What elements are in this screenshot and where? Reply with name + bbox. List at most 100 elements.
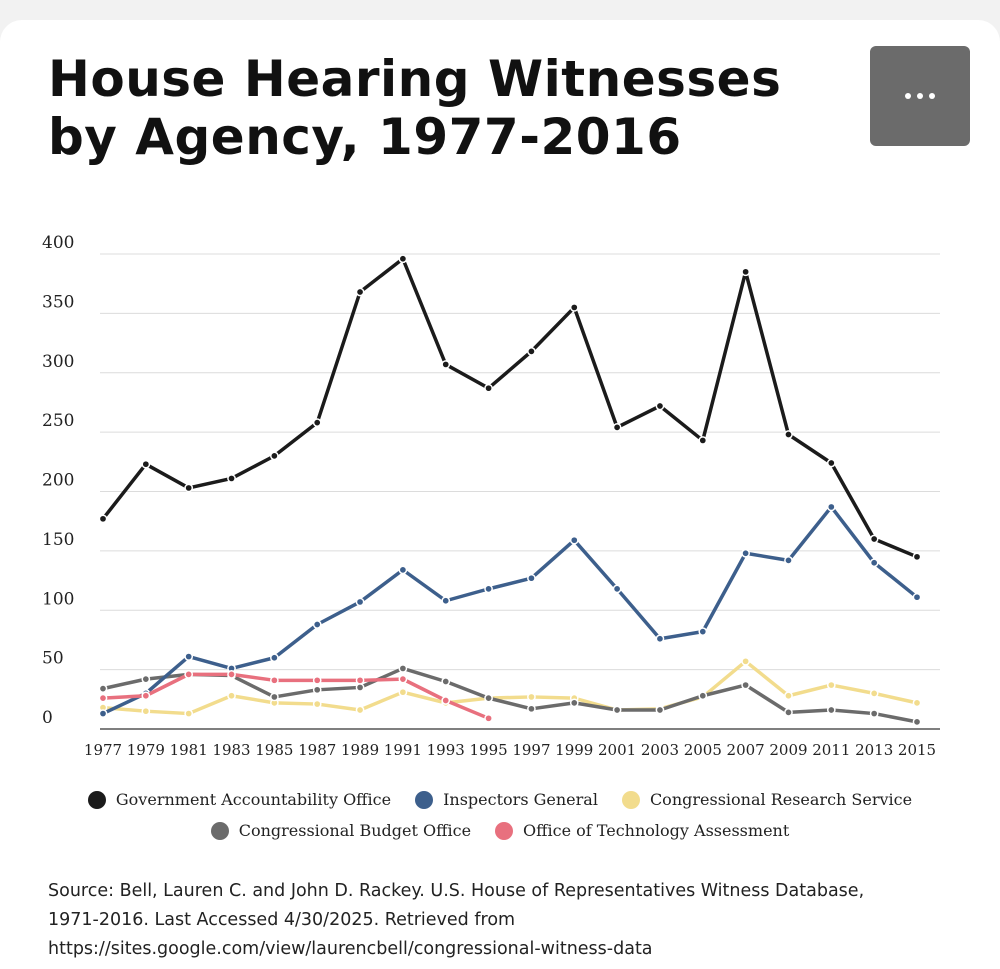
data-point[interactable] (98, 693, 108, 703)
data-point[interactable] (655, 705, 665, 715)
data-point[interactable] (826, 705, 836, 715)
data-point[interactable] (227, 474, 236, 483)
data-point[interactable] (869, 709, 879, 718)
data-point[interactable] (398, 254, 408, 264)
data-point[interactable] (527, 347, 536, 356)
data-point[interactable] (612, 423, 622, 432)
series-congressional-budget-office (98, 664, 922, 727)
data-point[interactable] (312, 418, 322, 427)
data-point[interactable] (912, 592, 922, 602)
chart-card (0, 20, 1000, 969)
data-point[interactable] (312, 675, 322, 685)
legend-swatch (495, 821, 514, 840)
data-point[interactable] (869, 558, 879, 568)
data-point[interactable] (527, 573, 536, 583)
data-point[interactable] (612, 705, 622, 715)
data-point[interactable] (312, 685, 322, 695)
data-point[interactable] (398, 687, 408, 697)
data-point[interactable] (270, 675, 279, 685)
series-office-of-technology-assessment (98, 670, 493, 723)
legend-item-ota: Office of Technology Assessment (495, 821, 789, 840)
data-point[interactable] (869, 689, 879, 698)
data-point[interactable] (655, 401, 665, 411)
data-point[interactable] (698, 436, 708, 445)
data-point[interactable] (826, 502, 836, 512)
data-point[interactable] (441, 596, 451, 606)
data-point[interactable] (441, 677, 451, 686)
y-tick-label: 300 (42, 352, 74, 372)
data-point[interactable] (784, 691, 793, 701)
data-point[interactable] (141, 706, 151, 716)
data-point[interactable] (484, 584, 493, 594)
data-point[interactable] (441, 696, 451, 705)
data-point[interactable] (441, 360, 451, 369)
data-point[interactable] (912, 717, 922, 727)
legend-row-2: Congressional Budget Office Office of Te… (0, 821, 1000, 840)
grid (100, 253, 940, 730)
data-point[interactable] (784, 430, 793, 439)
data-point[interactable] (784, 556, 793, 565)
data-point[interactable] (398, 664, 408, 673)
data-point[interactable] (184, 483, 194, 493)
x-tick-label: 1985 (255, 741, 293, 759)
data-point[interactable] (184, 709, 194, 718)
data-point[interactable] (398, 674, 408, 684)
legend-label: Congressional Budget Office (238, 821, 472, 840)
data-point[interactable] (569, 535, 579, 545)
data-point[interactable] (869, 534, 879, 544)
data-point[interactable] (184, 652, 194, 661)
data-point[interactable] (141, 459, 151, 469)
data-point[interactable] (227, 670, 236, 679)
data-point[interactable] (912, 698, 922, 708)
data-point[interactable] (312, 620, 322, 629)
data-point[interactable] (527, 692, 536, 702)
data-point[interactable] (741, 267, 750, 277)
data-point[interactable] (270, 451, 279, 461)
data-point[interactable] (784, 708, 793, 717)
data-point[interactable] (484, 693, 493, 703)
data-point[interactable] (355, 683, 365, 692)
x-tick-label: 2005 (684, 741, 722, 759)
data-point[interactable] (141, 674, 151, 684)
data-point[interactable] (141, 691, 151, 701)
series-line (101, 659, 919, 716)
data-point[interactable] (826, 680, 836, 690)
data-point[interactable] (184, 670, 194, 679)
y-tick-label: 400 (42, 233, 74, 253)
data-point[interactable] (741, 548, 750, 558)
data-point[interactable] (655, 634, 665, 644)
data-point[interactable] (98, 684, 108, 693)
data-point[interactable] (98, 514, 108, 524)
data-point[interactable] (355, 705, 365, 715)
data-point[interactable] (741, 656, 750, 666)
data-point[interactable] (355, 287, 365, 297)
source-link[interactable]: https://sites.google.com/view/laurencbel… (48, 939, 653, 959)
data-point[interactable] (312, 699, 322, 709)
data-point[interactable] (227, 691, 236, 701)
x-tick-label: 1977 (84, 741, 122, 759)
x-tick-label: 1993 (427, 741, 465, 759)
x-tick-label: 2001 (598, 741, 636, 759)
series-line (101, 666, 919, 724)
data-point[interactable] (569, 303, 579, 312)
x-tick-label: 1979 (127, 741, 165, 759)
chart-menu-button[interactable] (870, 46, 970, 146)
data-point[interactable] (826, 458, 836, 468)
data-point[interactable] (484, 713, 493, 723)
data-point[interactable] (527, 704, 536, 714)
data-point[interactable] (355, 675, 365, 685)
data-point[interactable] (98, 709, 108, 718)
legend-swatch (621, 790, 640, 809)
data-point[interactable] (698, 691, 708, 701)
data-point[interactable] (355, 597, 365, 607)
data-point[interactable] (912, 552, 922, 562)
source-line-1: Source: Bell, Lauren C. and John D. Rack… (48, 881, 865, 901)
data-point[interactable] (698, 627, 708, 636)
data-point[interactable] (569, 698, 579, 708)
data-point[interactable] (612, 584, 622, 594)
data-point[interactable] (270, 692, 279, 702)
data-point[interactable] (484, 383, 493, 393)
data-point[interactable] (398, 565, 408, 575)
data-point[interactable] (741, 680, 750, 690)
data-point[interactable] (270, 653, 279, 663)
